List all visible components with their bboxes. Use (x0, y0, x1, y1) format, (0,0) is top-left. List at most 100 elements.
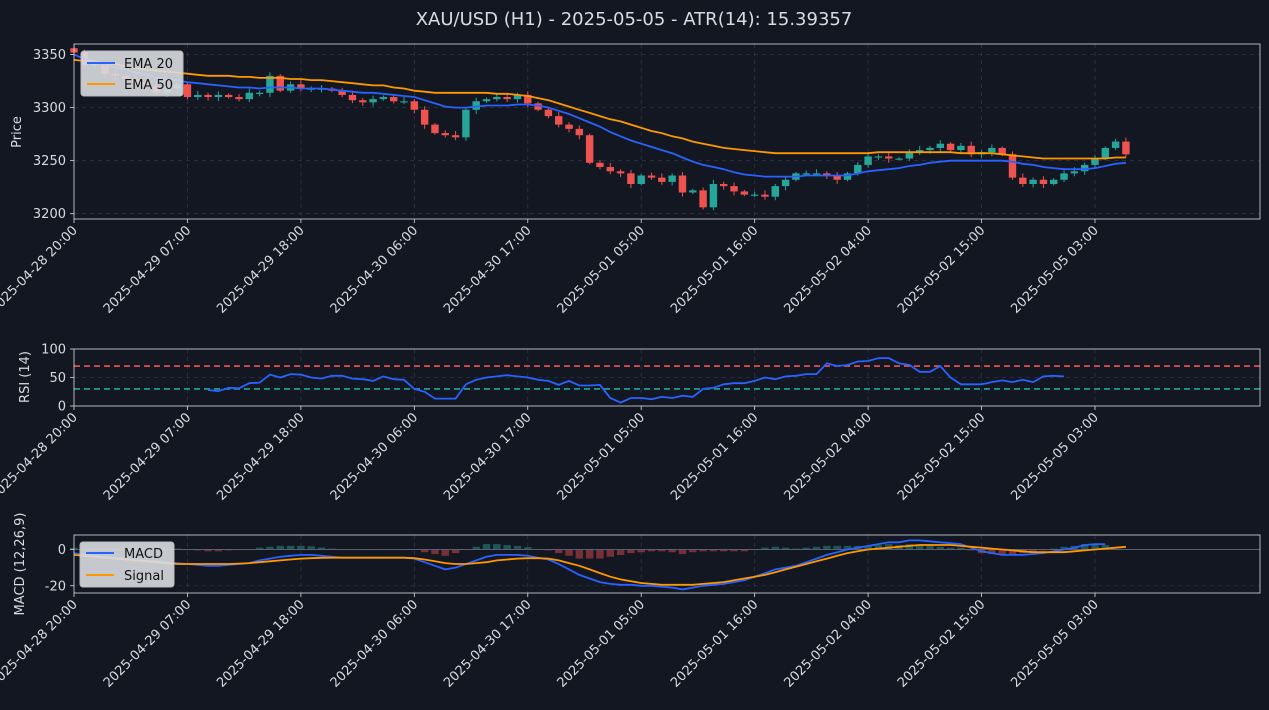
candle-body-68 (771, 186, 779, 197)
candle-body-74 (833, 175, 841, 180)
macd-hist-bar-65 (740, 549, 749, 552)
candle-body-99 (1091, 158, 1099, 165)
candle-body-49 (575, 128, 584, 136)
candle-body-37 (451, 135, 460, 138)
macd-hist-bar-47 (555, 549, 563, 554)
chart-title: XAU/USD (H1) - 2025-05-05 - ATR(14): 15.… (416, 9, 853, 30)
macd-hist-bar-64 (730, 549, 738, 552)
macd-ylabel: MACD (12,26,9) (13, 513, 28, 616)
macd-hist-bar-40 (482, 544, 491, 550)
candle-body-61 (699, 190, 707, 208)
macd-hist-bar-44 (524, 547, 532, 550)
candle-body-29 (369, 99, 377, 103)
candle-body-66 (750, 194, 759, 196)
candle-body-84 (936, 143, 945, 148)
candle-body-64 (730, 186, 738, 192)
candle-body-15 (224, 94, 233, 98)
macd-hist-bar-89 (988, 549, 996, 555)
rsi-ytick-label-2: 100 (41, 343, 66, 358)
candle-body-30 (379, 97, 388, 100)
candle-body-72 (812, 173, 821, 175)
macd-hist-bar-61 (699, 549, 707, 552)
macd-hist-bar-59 (678, 549, 687, 555)
candle-body-47 (555, 116, 563, 125)
macd-hist-bar-14 (214, 549, 223, 552)
macd-hist-bar-85 (946, 547, 955, 550)
macd-hist-bar-52 (606, 549, 614, 557)
macd-hist-bar-51 (596, 549, 604, 559)
candle-body-36 (441, 133, 449, 136)
candle-body-35 (431, 124, 439, 134)
candle-body-54 (627, 173, 635, 184)
candle-body-16 (235, 97, 243, 100)
macd-hist-bar-53 (616, 549, 625, 555)
rsi-ylabel: RSI (14) (18, 351, 33, 403)
signal-line (73, 544, 1126, 586)
macd-hist-bar-21 (286, 545, 295, 550)
macd-hist-bar-39 (472, 546, 480, 550)
candle-body-20 (276, 75, 284, 91)
macd-hist-bar-75 (843, 545, 852, 550)
macd-hist-bar-69 (781, 547, 790, 550)
ema20-line (73, 53, 1126, 178)
candle-body-69 (781, 179, 790, 187)
macd-hist-bar-96 (1060, 546, 1068, 550)
candle-body-78 (874, 156, 883, 158)
macd-legend: MACD Signal (79, 541, 175, 588)
macd-hist-bar-22 (297, 545, 305, 550)
candle-body-18 (255, 92, 264, 94)
macd-hist-bar-79 (885, 544, 893, 550)
candle-body-32 (400, 101, 408, 103)
macd-hist-bar-57 (658, 549, 666, 552)
legend-signal: Signal (124, 569, 164, 584)
candle-body-45 (534, 103, 542, 110)
candle-body-59 (678, 175, 687, 193)
candle-body-79 (885, 156, 893, 159)
candle-body-76 (854, 164, 862, 174)
candle-body-102 (1122, 141, 1130, 155)
candle-body-60 (689, 190, 697, 193)
macd-hist-bar-86 (957, 547, 965, 550)
macd-hist-bar-100 (1101, 544, 1110, 550)
macd-hist-bar-54 (627, 549, 635, 554)
candle-body-26 (338, 90, 346, 95)
candle-body-75 (843, 173, 852, 180)
price-legend: EMA 20 EMA 50 (80, 50, 184, 97)
macd-hist-bar-68 (771, 546, 779, 550)
candle-body-71 (802, 173, 810, 175)
candle-body-44 (524, 94, 532, 104)
candle-body-65 (740, 191, 749, 195)
macd-hist-bar-62 (709, 549, 718, 552)
candle-body-96 (1060, 173, 1068, 180)
candle-body-11 (183, 84, 192, 98)
candle-body-56 (647, 175, 656, 178)
macd-hist-bar-99 (1091, 544, 1099, 550)
rsi-ytick-label-0: 0 (58, 400, 66, 415)
macd-hist-bar-37 (451, 549, 460, 554)
macd-hist-bar-36 (441, 549, 449, 556)
candle-body-82 (915, 150, 924, 153)
macd-hist-bar-50 (585, 549, 594, 559)
candle-body-43 (513, 94, 522, 100)
macd-frame (73, 534, 1261, 594)
candle-body-67 (761, 194, 769, 197)
candle-body-19 (266, 75, 274, 93)
candle-body-17 (245, 92, 254, 100)
candle-body-85 (946, 143, 955, 151)
macd-hist-bar-24 (317, 547, 326, 550)
candle-body-52 (606, 167, 614, 172)
candle-body-42 (503, 97, 511, 100)
macd-hist-bar-48 (565, 549, 573, 556)
macd-hist-bar-34 (420, 549, 429, 553)
candle-body-57 (658, 177, 666, 182)
macd-hist-bar-43 (513, 545, 522, 550)
macd-hist-bar-56 (647, 549, 656, 552)
candle-body-91 (1008, 154, 1017, 178)
candle-body-77 (864, 156, 872, 165)
rsi-ytick-label-1: 50 (49, 371, 66, 386)
candle-body-22 (297, 84, 305, 89)
price-ytick-label-2: 3300 (33, 101, 66, 116)
candle-body-94 (1039, 179, 1048, 184)
candle-body-53 (616, 171, 625, 174)
